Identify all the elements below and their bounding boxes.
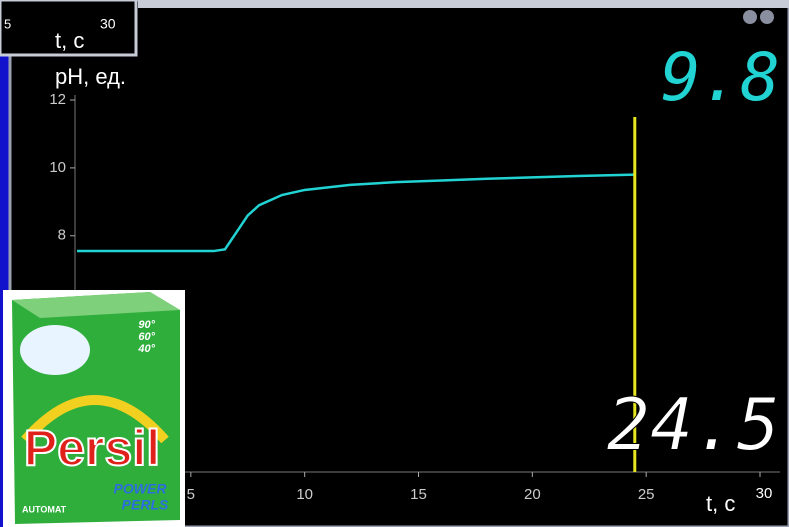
y-axis-label: pH, ед. [55,64,126,89]
window-button[interactable] [760,10,774,24]
product-line: POWER [114,481,168,497]
temp: 60° [138,331,155,343]
temp: 90° [138,319,155,331]
window-frame [138,0,789,8]
product-line: PERLS [122,497,169,513]
box-top [12,292,180,318]
inset-axis-label: t, c [55,28,84,53]
ph-readout: 9.8 [661,39,780,116]
y-tick-label: 12 [49,91,66,108]
temp: 40° [137,343,155,355]
swoosh [21,395,169,444]
brand: Persil [24,420,160,476]
y-tick-label: 10 [49,159,66,176]
x-tick-label: 30 [756,485,773,502]
x-tick-label: 10 [296,486,313,503]
inset-tick: 30 [100,16,116,32]
y-tick-label: 8 [58,227,66,244]
data-line [77,173,635,253]
x-axis-label: t, c [706,491,735,516]
x-tick-label: 20 [524,486,541,503]
x-tick-label: 25 [638,486,655,503]
time-readout: 24.5 [607,383,780,467]
shirt [20,325,90,375]
plot: 8 10 12 5 10 15 20 25 30 [49,91,772,503]
x-tick-label: 15 [410,486,427,503]
product-image: 90° 60° 40° Persil POWER PERLS AUTOMAT [3,290,185,527]
tag: AUTOMAT [22,504,67,514]
inset-panel [0,0,138,57]
inset-tick: 5 [4,16,11,31]
window-button[interactable] [743,10,757,24]
x-tick-label: 5 [187,486,195,503]
